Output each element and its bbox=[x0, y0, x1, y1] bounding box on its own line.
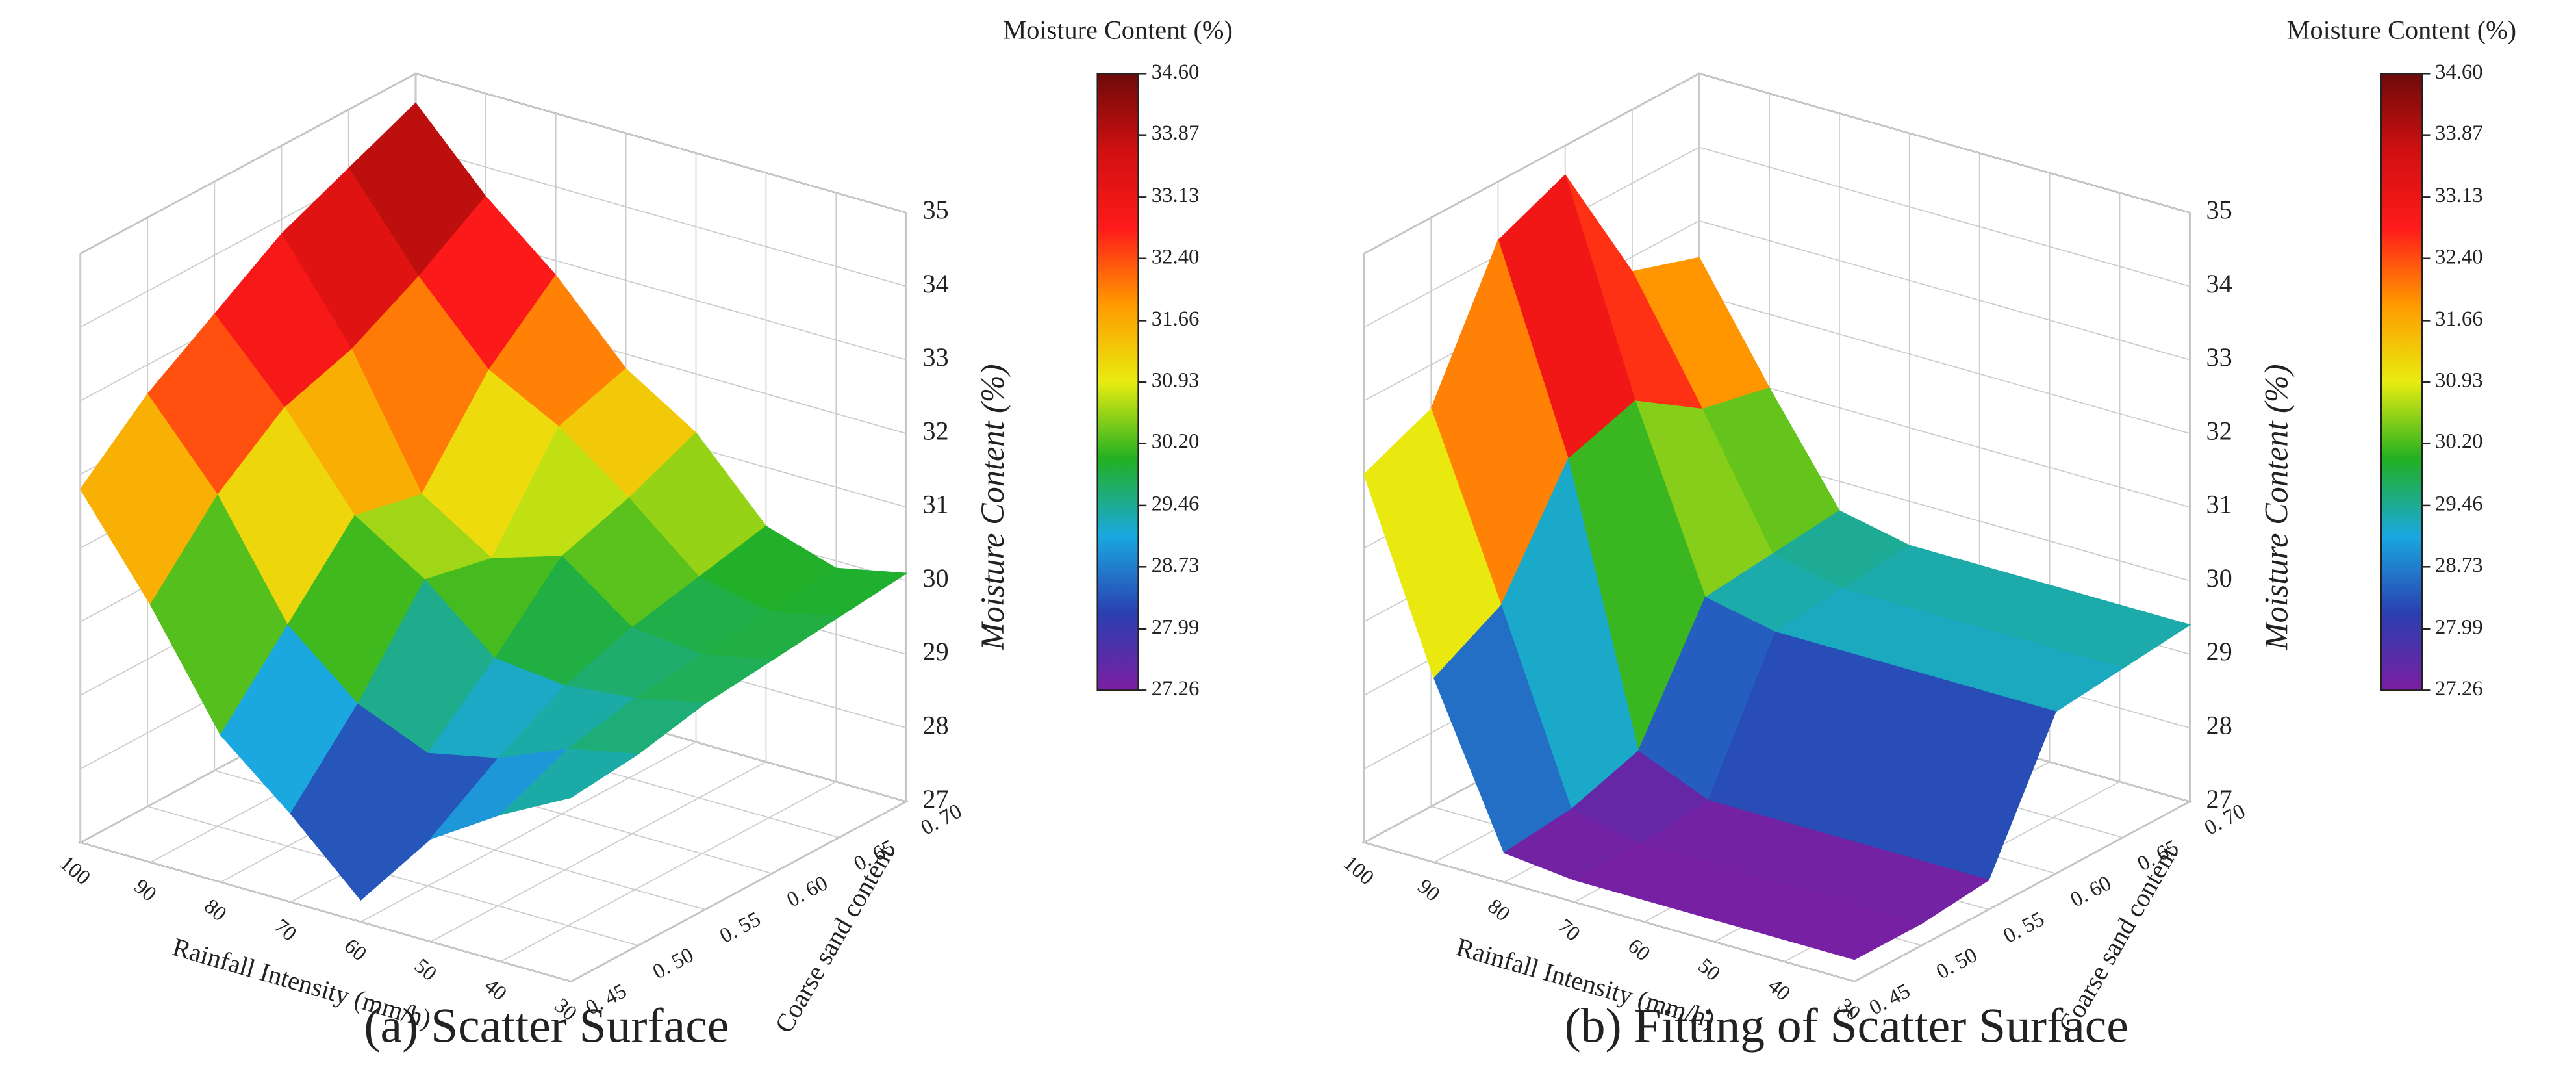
z-tick-label: 35 bbox=[922, 196, 948, 225]
colorbar-tick-label: 33.13 bbox=[1152, 184, 1200, 207]
y-tick-label: 0. 60 bbox=[2067, 871, 2115, 912]
z-axis-title: Moisture Content (%) bbox=[2258, 364, 2294, 650]
surface-patch bbox=[1783, 903, 1923, 960]
colorbar-tick-label: 28.73 bbox=[1152, 554, 1200, 577]
colorbar-tick-label: 27.99 bbox=[2435, 615, 2483, 639]
colorbar-tick-label: 27.26 bbox=[1152, 677, 1200, 700]
z-tick-label: 33 bbox=[922, 342, 948, 372]
colorbar-tick-label: 28.73 bbox=[2435, 554, 2483, 577]
z-tick-label: 28 bbox=[2206, 710, 2232, 739]
colorbar-tick-label: 27.99 bbox=[1152, 615, 1200, 639]
colorbar-tick-label: 30.93 bbox=[2435, 368, 2483, 392]
colorbar-tick-label: 29.46 bbox=[2435, 492, 2483, 515]
surface-patch bbox=[499, 748, 640, 815]
y-tick-label: 0. 50 bbox=[1932, 943, 1981, 984]
grid-line bbox=[1363, 146, 2190, 328]
x-tick-label: 70 bbox=[270, 914, 301, 946]
x-tick-label: 60 bbox=[340, 934, 371, 966]
z-tick-label: 27 bbox=[922, 784, 948, 814]
colorbar-title: Moisture Content (%) bbox=[1003, 16, 1232, 45]
z-tick-label: 28 bbox=[922, 710, 948, 739]
z-tick-label: 30 bbox=[922, 563, 948, 593]
z-tick-label: 29 bbox=[2206, 637, 2232, 666]
x-tick-label: 50 bbox=[410, 954, 441, 986]
colorbar-title: Moisture Content (%) bbox=[2287, 16, 2516, 45]
caption: (a) Scatter Surface bbox=[364, 999, 729, 1053]
z-tick-label: 29 bbox=[922, 637, 948, 666]
z-tick-label: 33 bbox=[2206, 342, 2232, 372]
colorbar-tick-label: 31.66 bbox=[1152, 307, 1200, 331]
y-tick-label: 0. 60 bbox=[783, 871, 832, 912]
y-tick-label: 0. 50 bbox=[649, 943, 698, 984]
x-tick-label: 90 bbox=[1413, 875, 1444, 906]
x-tick-label: 90 bbox=[129, 875, 160, 906]
colorbar-tick-label: 34.60 bbox=[1152, 60, 1200, 84]
z-tick-label: 30 bbox=[2206, 563, 2232, 593]
y-tick-label: 0. 55 bbox=[716, 907, 764, 948]
x-tick-label: 100 bbox=[1339, 851, 1378, 890]
grid-line bbox=[1363, 73, 2190, 254]
z-tick-label: 34 bbox=[922, 269, 948, 298]
colorbar-tick-label: 29.46 bbox=[1152, 492, 1200, 515]
colorbar-tick-label: 31.66 bbox=[2435, 307, 2483, 331]
y-axis-title: Coarse sand content bbox=[769, 841, 900, 1038]
z-tick-label: 34 bbox=[2206, 269, 2232, 298]
x-tick-label: 70 bbox=[1553, 914, 1584, 946]
x-tick-label: 80 bbox=[1483, 895, 1514, 927]
colorbar bbox=[1096, 73, 1139, 691]
colorbar-tick-label: 30.20 bbox=[1152, 430, 1200, 454]
colorbar-tick-label: 33.87 bbox=[2435, 122, 2483, 145]
caption: (b) Fitting of Scatter Surface bbox=[1565, 999, 2128, 1053]
z-tick-label: 32 bbox=[2206, 416, 2232, 445]
colorbar-tick-label: 33.87 bbox=[1152, 122, 1200, 145]
colorbar-tick-label: 32.40 bbox=[2435, 245, 2483, 268]
x-tick-label: 100 bbox=[55, 851, 95, 890]
z-tick-label: 31 bbox=[922, 490, 948, 519]
z-tick-label: 35 bbox=[2206, 196, 2232, 225]
colorbar-tick-label: 30.93 bbox=[1152, 368, 1200, 392]
colorbar-tick-label: 32.40 bbox=[1152, 245, 1200, 268]
x-tick-label: 50 bbox=[1693, 954, 1724, 986]
z-tick-label: 27 bbox=[2206, 784, 2232, 814]
z-axis-title: Moisture Content (%) bbox=[974, 364, 1011, 650]
z-tick-label: 31 bbox=[2206, 490, 2232, 519]
colorbar-tick-label: 30.20 bbox=[2435, 430, 2483, 454]
z-tick-label: 32 bbox=[922, 416, 948, 445]
x-tick-label: 60 bbox=[1623, 934, 1654, 966]
y-tick-label: 0. 55 bbox=[2000, 907, 2049, 948]
colorbar-tick-label: 34.60 bbox=[2435, 60, 2483, 84]
colorbar bbox=[2380, 73, 2423, 691]
colorbar-tick-label: 33.13 bbox=[2435, 184, 2483, 207]
colorbar-tick-label: 27.26 bbox=[2435, 677, 2483, 700]
x-tick-label: 80 bbox=[199, 895, 231, 927]
grid-line bbox=[80, 73, 907, 254]
